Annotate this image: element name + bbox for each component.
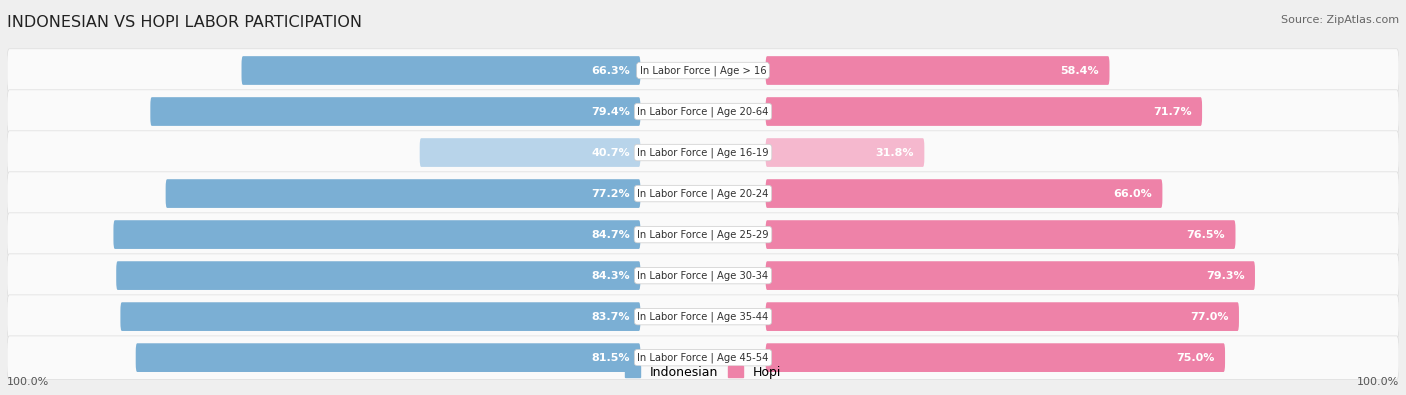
Text: 58.4%: 58.4% — [1060, 66, 1099, 75]
FancyBboxPatch shape — [114, 220, 640, 249]
FancyBboxPatch shape — [136, 343, 640, 372]
Text: 100.0%: 100.0% — [1357, 377, 1399, 387]
Text: 79.4%: 79.4% — [591, 107, 630, 117]
Text: 71.7%: 71.7% — [1153, 107, 1192, 117]
FancyBboxPatch shape — [766, 220, 1236, 249]
Text: In Labor Force | Age 20-24: In Labor Force | Age 20-24 — [637, 188, 769, 199]
FancyBboxPatch shape — [7, 295, 1399, 339]
FancyBboxPatch shape — [7, 90, 1399, 133]
Text: 79.3%: 79.3% — [1206, 271, 1244, 280]
Text: In Labor Force | Age 45-54: In Labor Force | Age 45-54 — [637, 352, 769, 363]
FancyBboxPatch shape — [766, 343, 1225, 372]
Text: INDONESIAN VS HOPI LABOR PARTICIPATION: INDONESIAN VS HOPI LABOR PARTICIPATION — [7, 15, 361, 30]
Text: 40.7%: 40.7% — [592, 148, 630, 158]
Text: 31.8%: 31.8% — [876, 148, 914, 158]
FancyBboxPatch shape — [121, 302, 640, 331]
FancyBboxPatch shape — [150, 97, 640, 126]
Text: 66.3%: 66.3% — [591, 66, 630, 75]
Text: 75.0%: 75.0% — [1177, 353, 1215, 363]
FancyBboxPatch shape — [117, 261, 640, 290]
Text: 66.0%: 66.0% — [1114, 188, 1152, 199]
Legend: Indonesian, Hopi: Indonesian, Hopi — [620, 361, 786, 384]
Text: 100.0%: 100.0% — [7, 377, 49, 387]
FancyBboxPatch shape — [7, 172, 1399, 215]
Text: 84.7%: 84.7% — [591, 229, 630, 240]
Text: 77.2%: 77.2% — [592, 188, 630, 199]
Text: Source: ZipAtlas.com: Source: ZipAtlas.com — [1281, 15, 1399, 25]
Text: In Labor Force | Age > 16: In Labor Force | Age > 16 — [640, 65, 766, 76]
FancyBboxPatch shape — [7, 254, 1399, 297]
Text: In Labor Force | Age 35-44: In Labor Force | Age 35-44 — [637, 311, 769, 322]
FancyBboxPatch shape — [7, 49, 1399, 92]
FancyBboxPatch shape — [766, 179, 1163, 208]
FancyBboxPatch shape — [766, 97, 1202, 126]
FancyBboxPatch shape — [166, 179, 640, 208]
Text: In Labor Force | Age 20-64: In Labor Force | Age 20-64 — [637, 106, 769, 117]
Text: 81.5%: 81.5% — [592, 353, 630, 363]
FancyBboxPatch shape — [242, 56, 640, 85]
Text: 83.7%: 83.7% — [592, 312, 630, 322]
FancyBboxPatch shape — [766, 56, 1109, 85]
Text: In Labor Force | Age 16-19: In Labor Force | Age 16-19 — [637, 147, 769, 158]
FancyBboxPatch shape — [420, 138, 640, 167]
FancyBboxPatch shape — [766, 261, 1256, 290]
Text: 76.5%: 76.5% — [1187, 229, 1225, 240]
Text: In Labor Force | Age 30-34: In Labor Force | Age 30-34 — [637, 270, 769, 281]
Text: 84.3%: 84.3% — [592, 271, 630, 280]
FancyBboxPatch shape — [766, 302, 1239, 331]
FancyBboxPatch shape — [7, 213, 1399, 256]
Text: In Labor Force | Age 25-29: In Labor Force | Age 25-29 — [637, 229, 769, 240]
FancyBboxPatch shape — [7, 336, 1399, 379]
FancyBboxPatch shape — [766, 138, 924, 167]
FancyBboxPatch shape — [7, 131, 1399, 174]
Text: 77.0%: 77.0% — [1189, 312, 1229, 322]
